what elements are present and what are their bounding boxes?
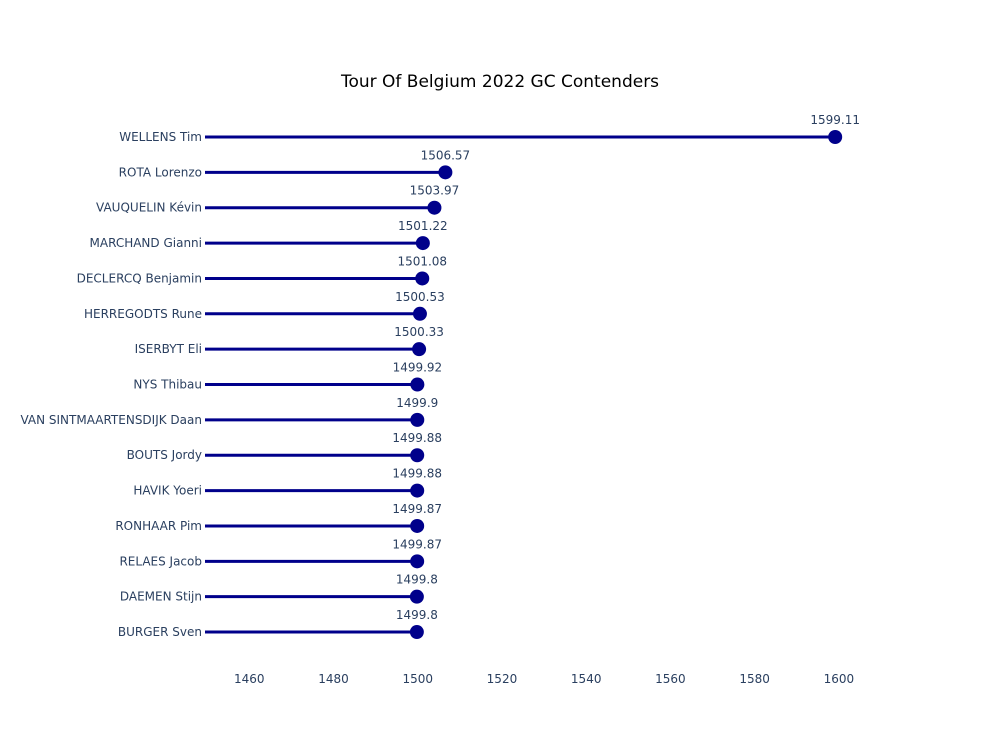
lollipop-marker — [409, 625, 424, 640]
lollipop-marker — [415, 236, 430, 251]
x-tick-label: 1480 — [318, 672, 349, 686]
x-tick-label: 1580 — [739, 672, 770, 686]
data-label: 1503.97 — [410, 184, 460, 198]
y-category-label: VAN SINTMAARTENSDIJK Daan — [20, 413, 202, 427]
data-label: 1499.87 — [392, 502, 442, 516]
data-label: 1499.92 — [393, 361, 443, 375]
data-label: 1500.33 — [394, 325, 444, 339]
y-category-label: WELLENS Tim — [119, 130, 202, 144]
data-label: 1599.11 — [810, 113, 860, 127]
lollipop-marker — [410, 448, 425, 463]
lollipop-marker — [410, 518, 425, 533]
y-category-label: VAUQUELIN Kévin — [96, 201, 202, 215]
lollipop-marker — [410, 412, 425, 427]
y-category-label: NYS Thibau — [133, 378, 202, 392]
y-category-label: DECLERCQ Benjamin — [77, 271, 202, 285]
data-label: 1501.08 — [397, 254, 447, 268]
lollipop-marker — [427, 200, 442, 215]
lollipop-marker — [409, 589, 424, 604]
y-category-label: HAVIK Yoeri — [133, 484, 202, 498]
data-label: 1499.8 — [396, 573, 438, 587]
y-category-label: MARCHAND Gianni — [90, 236, 202, 250]
x-tick-label: 1520 — [487, 672, 518, 686]
lollipop-marker — [415, 271, 430, 286]
data-label: 1499.8 — [396, 608, 438, 622]
y-category-label: ISERBYT Eli — [135, 342, 202, 356]
y-category-label: HERREGODTS Rune — [84, 307, 202, 321]
lollipop-marker — [410, 377, 425, 392]
y-category-label: DAEMEN Stijn — [120, 590, 202, 604]
plot-area: 1460 1480 1500 1520 1540 1560 1580 1600 1599.11 W… — [20, 113, 860, 686]
x-tick-label: 1560 — [655, 672, 686, 686]
lollipop-marker — [412, 342, 427, 357]
y-category-label: RELAES Jacob — [119, 554, 202, 568]
y-category-label: BOUTS Jordy — [127, 448, 202, 462]
data-label: 1499.9 — [396, 396, 438, 410]
lollipop-marker — [410, 554, 425, 569]
data-label: 1500.53 — [395, 290, 445, 304]
lollipop-marker — [828, 130, 843, 144]
lollipop-marker — [438, 165, 453, 180]
data-label: 1499.87 — [392, 537, 442, 551]
lollipop-marker — [412, 306, 427, 321]
chart-title: Tour Of Belgium 2022 GC Contenders — [340, 72, 659, 92]
y-category-label: BURGER Sven — [118, 625, 202, 639]
data-label: 1506.57 — [421, 148, 471, 162]
y-category-label: ROTA Lorenzo — [119, 165, 202, 179]
x-tick-label: 1500 — [402, 672, 433, 686]
y-category-label: RONHAAR Pim — [115, 519, 202, 533]
x-tick-label: 1600 — [824, 672, 855, 686]
data-label: 1499.88 — [392, 467, 442, 481]
lollipop-marker — [410, 483, 425, 498]
x-tick-label: 1540 — [571, 672, 602, 686]
x-tick-label: 1460 — [234, 672, 265, 686]
data-label: 1499.88 — [392, 431, 442, 445]
data-label: 1501.22 — [398, 219, 448, 233]
